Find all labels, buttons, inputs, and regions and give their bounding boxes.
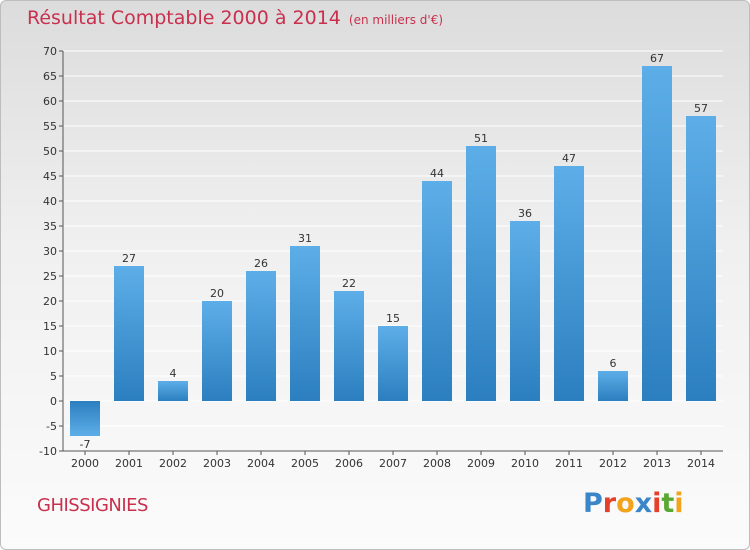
x-tick-label-2005: 2005 (291, 457, 319, 470)
chart-title: Résultat Comptable 2000 à 2014 (en millie… (27, 7, 443, 29)
x-tick-label-2014: 2014 (687, 457, 715, 470)
bar-2004 (246, 271, 276, 401)
y-tick-label: 35 (43, 220, 57, 233)
chart-unit: (en milliers d'€) (348, 13, 444, 27)
data-label-2014: 57 (694, 102, 708, 115)
bar-2001 (114, 266, 144, 401)
x-tick-label-2003: 2003 (203, 457, 231, 470)
logo-letter: P (583, 488, 603, 519)
x-tick-label-2013: 2013 (643, 457, 671, 470)
place-name: GHISSIGNIES (37, 495, 148, 516)
y-tick-label: 5 (50, 370, 57, 383)
data-label-2000: -7 (80, 438, 91, 451)
x-tick-label-2002: 2002 (159, 457, 187, 470)
data-label-2008: 44 (430, 167, 444, 180)
logo-letter: r (602, 488, 617, 519)
y-tick-label: 10 (43, 345, 57, 358)
y-tick-label: 0 (50, 395, 57, 408)
y-tick-label: -10 (39, 445, 57, 458)
data-label-2010: 36 (518, 207, 532, 220)
logo-letter: o (616, 488, 635, 519)
bar-2002 (158, 381, 188, 401)
x-tick-label-2000: 2000 (71, 457, 99, 470)
bar-2000 (70, 401, 100, 436)
x-tick-label-2012: 2012 (599, 457, 627, 470)
data-label-2011: 47 (562, 152, 576, 165)
y-tick-label: 70 (43, 45, 57, 58)
bar-2012 (598, 371, 628, 401)
y-tick-label: 40 (43, 195, 57, 208)
data-label-2007: 15 (386, 312, 400, 325)
x-tick-label-2011: 2011 (555, 457, 583, 470)
x-tick-label-2004: 2004 (247, 457, 275, 470)
x-tick-label-2009: 2009 (467, 457, 495, 470)
y-tick-label: -5 (46, 420, 57, 433)
bar-2008 (422, 181, 452, 401)
chart-title-text: Résultat Comptable 2000 à 2014 (27, 7, 341, 29)
bar-2007 (378, 326, 408, 401)
bar-2010 (510, 221, 540, 401)
y-tick-label: 50 (43, 145, 57, 158)
bar-2014 (686, 116, 716, 401)
bar-2009 (466, 146, 496, 401)
x-tick-label-2006: 2006 (335, 457, 363, 470)
logo-letter: x (634, 488, 653, 519)
data-label-2005: 31 (298, 232, 312, 245)
data-label-2012: 6 (610, 357, 617, 370)
y-tick-label: 60 (43, 95, 57, 108)
proxiti-logo: Proxiti (583, 488, 684, 519)
y-tick-label: 65 (43, 70, 57, 83)
data-label-2009: 51 (474, 132, 488, 145)
bar-2011 (554, 166, 584, 401)
data-label-2013: 67 (650, 52, 664, 65)
data-label-2001: 27 (122, 252, 136, 265)
x-tick-label-2008: 2008 (423, 457, 451, 470)
bar-2013 (642, 66, 672, 401)
data-label-2003: 20 (210, 287, 224, 300)
logo-letter: t (661, 488, 675, 519)
y-tick-label: 15 (43, 320, 57, 333)
y-tick-label: 55 (43, 120, 57, 133)
bar-2005 (290, 246, 320, 401)
logo-letter: i (674, 488, 684, 519)
x-tick-label-2007: 2007 (379, 457, 407, 470)
data-label-2002: 4 (170, 367, 177, 380)
y-tick-label: 20 (43, 295, 57, 308)
bar-2006 (334, 291, 364, 401)
x-tick-label-2010: 2010 (511, 457, 539, 470)
data-label-2006: 22 (342, 277, 356, 290)
y-tick-label: 45 (43, 170, 57, 183)
y-tick-label: 30 (43, 245, 57, 258)
x-tick-label-2001: 2001 (115, 457, 143, 470)
y-tick-label: 25 (43, 270, 57, 283)
bar-2003 (202, 301, 232, 401)
logo-letter: i (652, 488, 662, 519)
data-label-2004: 26 (254, 257, 268, 270)
